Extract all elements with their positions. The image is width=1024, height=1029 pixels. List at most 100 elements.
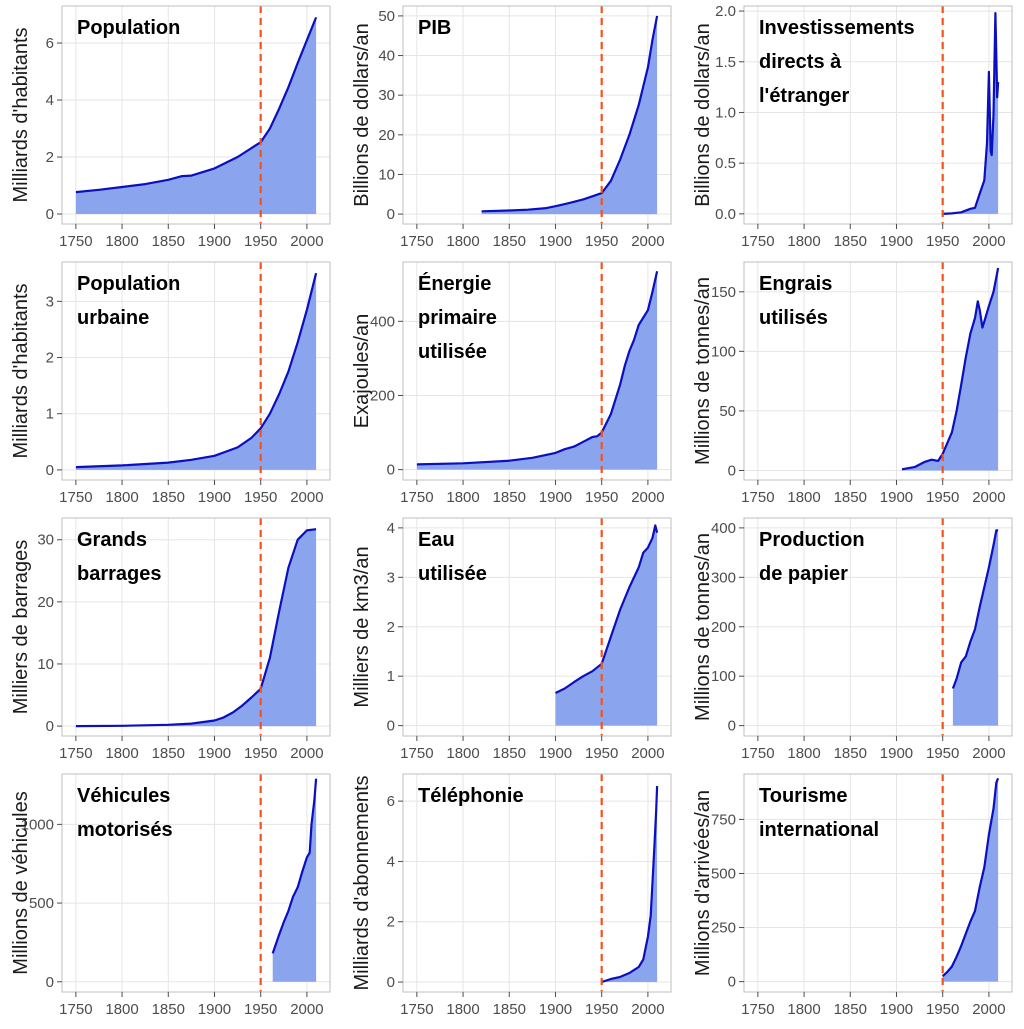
panel-border [61, 517, 331, 737]
y-tick-label: 150 [711, 284, 736, 301]
chart-panel: 1750 1800 1850 1900 1950 2000 0 500 1000Millions… [10, 773, 331, 1018]
y-tick-label: 2 [387, 619, 395, 636]
y-tick-label: 30 [378, 87, 395, 104]
x-tick-label: 1950 [585, 1001, 618, 1018]
y-tick-label: 0 [46, 462, 54, 479]
x-tick-label: 2000 [631, 1001, 664, 1018]
x-tick-label: 1850 [834, 1001, 867, 1018]
series-area [942, 13, 999, 214]
series-line [75, 528, 317, 728]
y-tick-label: 0 [387, 974, 395, 991]
y-tick-label: 100 [711, 668, 736, 685]
series-line [951, 529, 999, 689]
x-tick-label: 1850 [152, 745, 185, 762]
y-tick-label: 300 [711, 569, 736, 586]
y-axis-title: Milliers de km3/an [351, 546, 373, 707]
y-tick-label: 2.0 [715, 3, 736, 20]
y-axis-title: Milliards d'habitants [10, 27, 32, 202]
panel-title: PIB [418, 17, 451, 39]
panel-border [61, 261, 331, 481]
x-tick-label: 1900 [539, 1001, 572, 1018]
x-tick-label: 1800 [787, 745, 820, 762]
panel-title: Engrais [759, 273, 832, 295]
x-tick-label: 1800 [105, 1001, 138, 1018]
y-tick-label: 400 [711, 520, 736, 537]
y-tick-label: 6 [387, 793, 395, 810]
y-tick-label: 3 [387, 569, 395, 586]
x-tick-label: 1750 [741, 489, 774, 506]
x-tick-label: 1750 [400, 489, 433, 506]
y-axis-title: Millions de tonnes/an [692, 277, 714, 465]
y-tick-label: 500 [29, 895, 54, 912]
y-tick-label: 2 [46, 350, 54, 367]
x-tick-label: 1950 [244, 489, 277, 506]
y-axis-title: Exajoules/an [351, 314, 373, 429]
y-tick-label: 1000 [21, 816, 54, 833]
x-tick-label: 1800 [446, 1001, 479, 1018]
y-tick-label: 0 [46, 718, 54, 735]
chart-panel: 1750 1800 1850 1900 1950 2000 0 200 400Exajoules… [351, 261, 672, 506]
y-tick-label: 4 [387, 520, 395, 537]
y-tick-label: 10 [37, 656, 54, 673]
y-tick-label: 6 [46, 35, 54, 52]
series-area [75, 273, 317, 470]
panel-title: barrages [77, 563, 162, 585]
x-tick-label: 1800 [446, 489, 479, 506]
x-tick-label: 1750 [59, 489, 92, 506]
y-axis-title: Billions de dollars/an [351, 23, 373, 206]
series-line [75, 16, 318, 194]
series-line [941, 777, 1000, 978]
panel-title: primaire [418, 307, 497, 329]
panel-title: directs à [759, 51, 842, 73]
x-tick-label: 2000 [972, 489, 1005, 506]
series-area [902, 268, 999, 471]
x-tick-label: 1850 [493, 233, 526, 250]
x-tick-label: 1950 [926, 1001, 959, 1018]
y-axis-title: Millions de tonnes/an [692, 533, 714, 721]
y-tick-label: 4 [46, 92, 54, 109]
x-tick-label: 2000 [972, 233, 1005, 250]
panel-title: utilisés [759, 307, 828, 329]
chart-panel: 1750 1800 1850 1900 1950 2000 0 1 2 3 4 Milliers de… [351, 517, 672, 762]
x-tick-label: 1800 [446, 745, 479, 762]
x-tick-label: 1800 [105, 489, 138, 506]
panel-border [402, 261, 672, 481]
x-tick-label: 2000 [631, 233, 664, 250]
x-tick-label: 1800 [105, 233, 138, 250]
x-tick-label: 1750 [400, 745, 433, 762]
y-tick-label: 0 [46, 206, 54, 223]
chart-panel: 1750 1800 1850 1900 1950 2000 0 1 2 3 Milliards d'… [10, 261, 331, 506]
series-line [416, 271, 659, 466]
panel-title: Grands [77, 529, 147, 551]
series-line [601, 786, 659, 984]
y-tick-label: 3 [46, 293, 54, 310]
x-tick-label: 1900 [198, 1001, 231, 1018]
x-tick-label: 1850 [834, 233, 867, 250]
x-tick-label: 1800 [105, 745, 138, 762]
series-area [481, 15, 658, 215]
y-tick-label: 0 [46, 974, 54, 991]
x-tick-label: 2000 [290, 1001, 323, 1018]
chart-panel: 1750 1800 1850 1900 1950 2000 0 50 100 150Million… [692, 261, 1013, 506]
series-line [271, 778, 318, 954]
series-area [75, 529, 317, 727]
y-tick-label: 0 [728, 974, 736, 991]
x-tick-label: 1950 [244, 745, 277, 762]
panel-border [402, 773, 672, 993]
x-tick-label: 1850 [493, 489, 526, 506]
panel-title: Population [77, 273, 180, 295]
series-line [901, 267, 1000, 471]
x-tick-label: 1850 [152, 233, 185, 250]
x-tick-label: 1900 [880, 233, 913, 250]
series-area [555, 525, 658, 726]
x-tick-label: 1800 [787, 489, 820, 506]
series-area [942, 778, 999, 982]
x-tick-label: 1950 [244, 1001, 277, 1018]
series-area [601, 786, 658, 982]
y-tick-label: 1 [387, 668, 395, 685]
y-axis-title: Millions d'arrivées/an [692, 790, 714, 976]
y-tick-label: 100 [711, 343, 736, 360]
y-tick-label: 0.0 [715, 206, 736, 223]
y-tick-label: 1.0 [715, 104, 736, 121]
